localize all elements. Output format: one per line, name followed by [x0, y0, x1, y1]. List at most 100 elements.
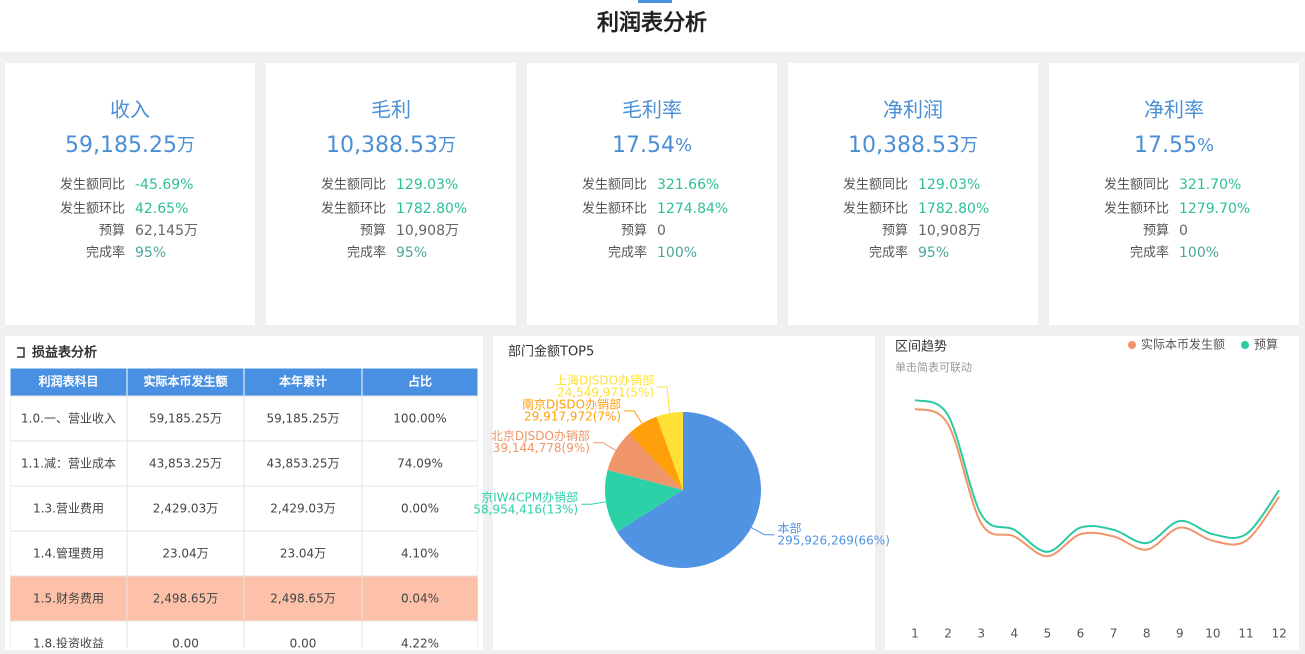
legend-label: 预算: [1254, 337, 1278, 352]
kpi-title: 毛利率: [622, 98, 682, 122]
pie-label-value: 295,926,269(66%): [778, 533, 890, 547]
header-bar: [0, 0, 1305, 52]
table-cell-text: 0.00%: [401, 502, 439, 516]
table-header-cell: [361, 368, 478, 397]
kpi-row-value: 0: [1179, 223, 1188, 239]
kpi-row-value: 1782.80%: [918, 201, 989, 217]
kpi-row-label: 发生额环比: [321, 201, 386, 217]
kpi-row-label: 发生额同比: [1104, 177, 1169, 193]
x-tick-label: 2: [944, 627, 952, 641]
pie-title: 部门金额TOP5: [508, 344, 594, 360]
line-panel: [885, 336, 1299, 650]
kpi-row-value: 62,145万: [135, 223, 198, 239]
kpi-card: [5, 63, 255, 325]
line-series: [914, 399, 1280, 553]
pie-slice: [607, 433, 683, 490]
kpi-card: [788, 63, 1038, 325]
kpi-value: 17.55%: [1134, 133, 1214, 158]
table-header-text: 实际本币发生额: [143, 374, 227, 389]
table-title: 损益表分析: [32, 345, 97, 361]
kpi-unit: 万: [177, 135, 195, 156]
pie-label-value: 29,917,972(7%): [524, 409, 621, 423]
table-cell-text: 1.5.财务费用: [33, 591, 104, 606]
kpi-value: 17.54%: [612, 133, 692, 158]
table-cell-text: 1.1.减：营业成本: [21, 457, 116, 471]
pie-leader: [592, 442, 617, 451]
line-title: 区间趋势: [895, 339, 947, 355]
kpi-row-label: 预算: [882, 224, 908, 239]
kpi-row-label: 预算: [1143, 224, 1169, 239]
kpi-row-label: 发生额同比: [60, 177, 125, 193]
kpi-row-value: 10,908万: [396, 223, 459, 239]
x-tick-label: 10: [1205, 627, 1220, 641]
table-cell: [243, 530, 363, 577]
x-tick-label: 9: [1176, 627, 1184, 641]
x-tick-label: 6: [1077, 627, 1085, 641]
pie-label-name: 上海DJSDO办销部: [555, 372, 654, 387]
pie-label-name: 南京DJSDO办销部: [522, 396, 621, 411]
kpi-row-label: 发生额同比: [582, 177, 647, 193]
kpi-number: 59,185.25: [65, 133, 177, 158]
pie-leader: [657, 386, 671, 414]
x-tick-label: 5: [1044, 627, 1052, 641]
pie-label-value: 39,144,778(9%): [493, 441, 590, 455]
table-cell-text: 74.09%: [397, 457, 443, 471]
pie-slice: [656, 412, 683, 490]
header-accent: [638, 0, 672, 3]
table-header-text: 利润表科目: [38, 374, 98, 389]
table-cell-text: 2,498.65万: [270, 592, 335, 606]
kpi-title: 收入: [110, 98, 150, 122]
kpi-row-label: 预算: [360, 224, 386, 239]
kpi-row-value: 1782.80%: [396, 201, 467, 217]
kpi-title: 净利率: [1144, 98, 1204, 122]
kpi-number: 17.54: [612, 133, 675, 158]
kpi-row-value: 95%: [135, 245, 166, 261]
table-cell: [361, 620, 478, 648]
table-cell-text: 0.04%: [401, 592, 439, 606]
kpi-row-value: 129.03%: [396, 177, 458, 193]
line-subtitle: 单击简表可联动: [895, 360, 972, 374]
table-cell-text: 0.00: [290, 637, 317, 651]
pie-slice: [617, 412, 762, 568]
kpi-row-value: 1279.70%: [1179, 201, 1250, 217]
table-cell: [361, 485, 478, 532]
kpi-value: 59,185.25万: [65, 133, 195, 158]
table-cell-text: 100.00%: [393, 412, 446, 426]
kpi-row-value: 129.03%: [918, 177, 980, 193]
table-cell-text: 23.04万: [280, 547, 326, 561]
table-cell-text: 4.10%: [401, 547, 439, 561]
kpi-row-value: 100%: [657, 245, 697, 261]
legend-label: 实际本币发生额: [1141, 337, 1225, 352]
kpi-row-value: 1274.84%: [657, 201, 728, 217]
table-cell-text: 2,429.03万: [270, 502, 335, 516]
x-tick-label: 4: [1010, 627, 1018, 641]
kpi-row-label: 预算: [99, 224, 125, 239]
pie-leader: [751, 527, 775, 536]
kpi-row-label: 发生额环比: [843, 201, 908, 217]
page-title: 利润表分析: [597, 10, 707, 36]
pie-label-value: 58,954,416(13%): [473, 503, 578, 517]
kpi-row-label: 完成率: [608, 245, 647, 261]
legend-swatch: [1241, 341, 1249, 349]
table-cell: [361, 395, 478, 442]
table-cell-text: 59,185.25万: [149, 412, 222, 426]
table-cell: [361, 440, 478, 487]
kpi-row-value: 95%: [918, 245, 949, 261]
kpi-value: 10,388.53万: [326, 133, 456, 158]
kpi-row-value: -45.69%: [135, 177, 193, 193]
kpi-row-label: 发生额环比: [1104, 201, 1169, 217]
kpi-row-value: 321.70%: [1179, 177, 1241, 193]
table-cell: [10, 395, 128, 442]
table-cell-text: 43,853.25万: [266, 457, 339, 471]
kpi-card: [1049, 63, 1299, 325]
table-cell: [10, 485, 128, 532]
table-cell: [10, 575, 128, 622]
table-cell-text: 23.04万: [162, 547, 208, 561]
kpi-number: 10,388.53: [848, 133, 960, 158]
table-cell-text: 2,429.03万: [153, 502, 218, 516]
kpi-row-value: 42.65%: [135, 201, 188, 217]
kpi-row-label: 预算: [621, 224, 647, 239]
table-cell-text: 4.22%: [401, 637, 439, 651]
